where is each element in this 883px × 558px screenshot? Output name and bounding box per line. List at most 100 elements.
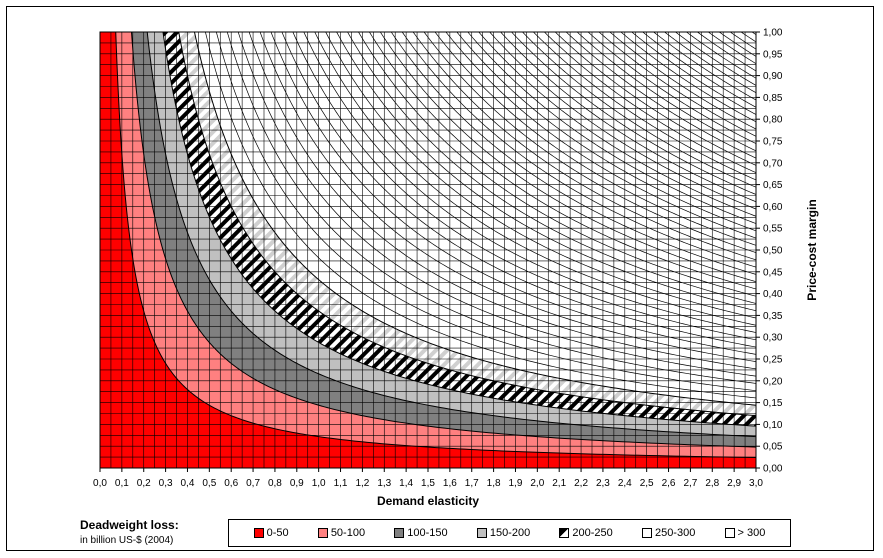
contour-line — [478, 32, 756, 217]
legend-label: 150-200 — [489, 527, 531, 539]
legend-title: Deadweight loss: — [80, 518, 179, 532]
y-tick-label: 0,65 — [763, 180, 783, 191]
contour-line — [653, 7, 757, 27]
x-tick-label: 0,6 — [224, 478, 238, 489]
legend-item: 200-250 — [559, 527, 613, 539]
x-tick-label: 1,7 — [465, 478, 479, 489]
y-tick-label: 0,70 — [763, 158, 783, 169]
x-tick-label: 0,3 — [159, 478, 173, 489]
y-tick-label: 0,30 — [763, 333, 783, 344]
x-ticks: 0,0 0,1 0,2 0,3 0,4 0,5 0,6 0,7 0,8 0,9 1,0 1,1 1,2 1… — [93, 468, 763, 489]
x-tick-label: 0,1 — [115, 478, 129, 489]
contour-line — [521, 32, 756, 188]
boundary-line-150 — [146, 32, 756, 438]
contour-line — [653, 32, 756, 101]
y-tick-label: 0,25 — [763, 355, 783, 366]
y-tick-label: 0,20 — [763, 376, 783, 387]
legend-item: 100-150 — [394, 527, 448, 539]
contour-line — [215, 32, 756, 392]
legend-label: 250-300 — [654, 527, 696, 539]
x-tick-label: 2,1 — [552, 478, 566, 489]
contour-line — [401, 32, 756, 268]
y-tick-label: 0,90 — [763, 71, 783, 82]
y-ticks: 0,00 0,05 0,10 0,15 0,20 0,25 0,30 0,35 0,40 0,45… — [756, 28, 783, 475]
y-tick-label: 0,95 — [763, 49, 783, 60]
y-tick-label: 0,80 — [763, 115, 783, 126]
x-tick-label: 0,5 — [202, 478, 216, 489]
legend: 0-50 50-100 100-150 150-200 200-250 250-300 > … — [228, 519, 791, 547]
contour-line — [664, 32, 756, 94]
legend-subtitle: in billion US-$ (2004) — [80, 535, 174, 546]
x-tick-label: 1,6 — [443, 478, 457, 489]
x-tick-label: 2,5 — [640, 478, 654, 489]
legend-item: 150-200 — [476, 527, 531, 539]
legend-label: 0-50 — [266, 527, 289, 539]
contour-line — [729, 32, 756, 50]
legend-label: 100-150 — [407, 527, 448, 539]
contour-line — [685, 32, 756, 79]
contour-lines — [205, 7, 757, 399]
contour-line — [390, 32, 756, 275]
contour-line — [718, 32, 756, 57]
boundary-line-100 — [130, 32, 756, 448]
contour-line — [587, 32, 756, 144]
x-tick-label: 0,8 — [268, 478, 282, 489]
contour-line — [576, 32, 756, 152]
x-axis-title: Demand elasticity — [377, 494, 479, 508]
contour-line — [671, 7, 756, 13]
x-tick-label: 0,2 — [137, 478, 151, 489]
legend-item: 0-50 — [253, 527, 289, 539]
legend-label: 50-100 — [330, 527, 366, 539]
legend-item: > 300 — [724, 527, 765, 539]
contour-line — [662, 7, 756, 20]
x-tick-label: 1,4 — [399, 478, 413, 489]
y-tick-label: 0,55 — [763, 224, 783, 235]
legend-item: 50-100 — [317, 527, 366, 539]
x-tick-label: 1,9 — [509, 478, 523, 489]
contour-line — [270, 32, 756, 355]
boundary-line-50 — [115, 32, 756, 459]
x-tick-label: 1,3 — [377, 478, 391, 489]
boundary-lines — [115, 32, 756, 459]
x-tick-label: 2,8 — [705, 478, 719, 489]
x-tick-label: 1,1 — [334, 478, 348, 489]
x-tick-label: 2,3 — [596, 478, 610, 489]
contour-line — [347, 32, 756, 304]
legend-swatch — [394, 528, 405, 538]
y-tick-label: 0,00 — [763, 464, 783, 475]
y-tick-label: 0,45 — [763, 267, 783, 278]
x-tick-label: 0,7 — [246, 478, 260, 489]
boundary-line-200 — [162, 32, 756, 427]
x-tick-label: 2,7 — [683, 478, 697, 489]
y-tick-label: 0,50 — [763, 246, 783, 257]
boundary-line-250 — [178, 32, 756, 417]
contour-line — [226, 32, 756, 384]
contour-line — [631, 32, 756, 115]
x-tick-label: 2,4 — [618, 478, 632, 489]
x-tick-label: 1,2 — [355, 478, 369, 489]
legend-swatch — [476, 528, 487, 538]
chart: 0,0 0,1 0,2 0,3 0,4 0,5 0,6 0,7 0,8 0,9 1,0 1,1 1,2 1… — [93, 7, 819, 509]
y-tick-label: 0,60 — [763, 202, 783, 213]
contour-line — [423, 32, 756, 253]
legend-swatch — [641, 528, 652, 538]
legend-label: 200-250 — [572, 527, 613, 539]
contour-line — [412, 32, 756, 261]
x-tick-label: 1,8 — [487, 478, 501, 489]
x-tick-label: 1,5 — [421, 478, 435, 489]
contour-line — [707, 32, 756, 64]
contour-line — [500, 32, 756, 203]
contour-line — [303, 32, 756, 333]
contour-line — [336, 32, 756, 312]
boundary-line-300 — [193, 32, 756, 406]
contour-line — [456, 32, 756, 232]
contour-line — [445, 32, 756, 239]
contour-line — [434, 32, 756, 246]
chart-frame: 0,0 0,1 0,2 0,3 0,4 0,5 0,6 0,7 0,8 0,9 1,0 1,1 1,2 1… — [6, 6, 874, 551]
x-tick-label: 2,2 — [574, 478, 588, 489]
contour-line — [543, 32, 756, 173]
contour-line — [751, 32, 756, 35]
legend-swatch — [559, 528, 570, 538]
y-axis-title: Price-cost margin — [805, 199, 819, 300]
contour-line — [598, 32, 756, 137]
